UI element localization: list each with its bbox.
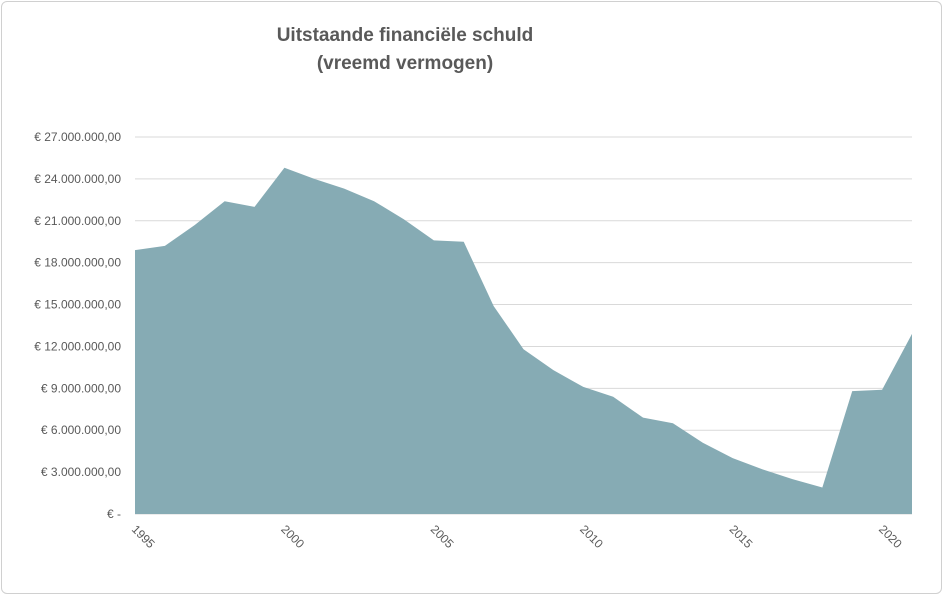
y-tick-label: € 6.000.000,00: [41, 423, 121, 437]
y-tick-label: € 9.000.000,00: [41, 381, 121, 395]
x-axis-ticks: 1995 2000 2005 2010 2015 2020: [129, 522, 905, 551]
x-tick-label: 2020: [876, 522, 905, 551]
chart-subtitle: (vreemd vermogen): [316, 53, 494, 74]
x-tick-label: 1995: [129, 522, 158, 551]
y-tick-label: € 12.000.000,00: [34, 339, 121, 353]
y-tick-label: € 21.000.000,00: [34, 214, 121, 228]
chart-title: Uitstaande financiële schuld (vreemd ver…: [260, 22, 550, 78]
x-tick-label: 2000: [278, 522, 307, 551]
y-tick-label: € -: [107, 507, 121, 521]
area-path: [135, 167, 912, 515]
y-axis-ticks: € - € 3.000.000,00 € 6.000.000,00 € 9.000.0…: [34, 130, 121, 521]
chart-title-line: Uitstaande financiële schuld: [276, 25, 534, 46]
area-series: [135, 167, 912, 515]
y-tick-label: € 15.000.000,00: [34, 298, 121, 312]
y-tick-label: € 3.000.000,00: [41, 465, 121, 479]
x-tick-label: 2015: [727, 522, 756, 551]
x-tick-label: 2010: [577, 522, 606, 551]
y-tick-label: € 24.000.000,00: [34, 172, 121, 186]
y-tick-label: € 18.000.000,00: [34, 256, 121, 270]
x-tick-label: 2005: [428, 522, 457, 551]
y-tick-label: € 27.000.000,00: [34, 130, 121, 144]
